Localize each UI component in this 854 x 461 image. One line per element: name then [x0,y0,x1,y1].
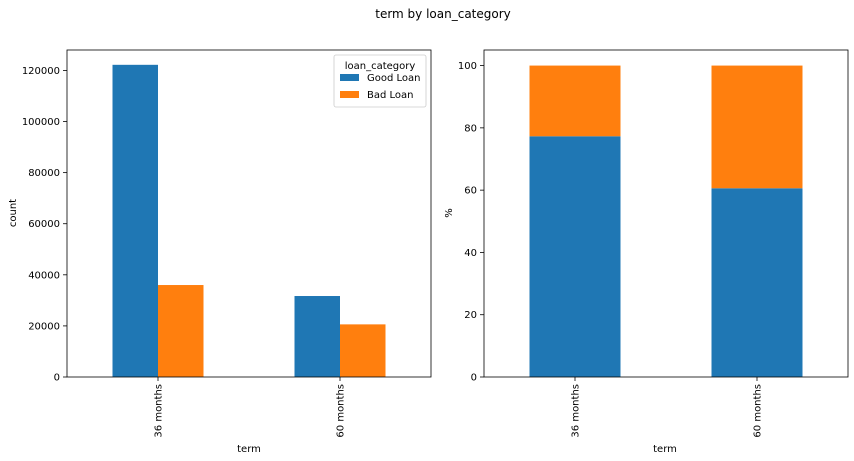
legend-swatch-good-loan [340,74,359,81]
count-chart: 0 20000 40000 60000 80000 100000 120000 36 mon… [8,49,432,455]
percent-y-axis: 0 20 40 60 80 100 [458,61,484,384]
bar-count-36-months-bad-loan [158,285,204,377]
figure-title: term by loan_category [375,7,511,21]
count-y-axis: 0 20000 40000 60000 80000 100000 120000 [22,66,67,384]
legend-label-bad-loan: Bad Loan [367,90,414,101]
percent-y-tick-label: 40 [464,248,477,259]
percent-chart: 0 20 40 60 80 100 36 months 60 months term % [444,49,849,455]
count-y-tick-label: 120000 [22,66,60,77]
percent-y-tick-label: 20 [464,310,477,321]
count-y-axis-title: count [8,199,19,227]
percent-y-tick-label: 100 [458,61,477,72]
bar-percent-36-months-good-loan [529,136,621,377]
count-x-tick-label: 60 months [336,384,347,438]
bar-count-36-months-good-loan [112,64,158,377]
count-x-axis-title: term [237,444,261,455]
count-y-tick-label: 20000 [28,321,60,332]
percent-x-tick-label: 60 months [753,384,764,438]
count-x-tick-label: 36 months [154,384,165,438]
percent-x-axis: 36 months 60 months [571,377,764,438]
bar-count-60-months-good-loan [294,296,340,377]
count-y-tick-label: 80000 [28,168,60,179]
bar-percent-36-months-bad-loan [529,65,621,137]
bar-percent-60-months-good-loan [711,188,803,377]
count-y-tick-label: 60000 [28,219,60,230]
count-y-tick-label: 40000 [28,270,60,281]
count-plot-frame [66,49,432,378]
count-x-axis: 36 months 60 months [154,377,347,438]
legend-swatch-bad-loan [340,91,359,98]
count-y-tick-label: 100000 [22,117,60,128]
percent-plot-frame [483,49,849,378]
legend-label-good-loan: Good Loan [367,73,421,84]
percent-y-tick-label: 0 [471,373,477,384]
percent-y-axis-title: % [444,208,455,218]
count-y-tick-label: 0 [54,373,60,384]
bar-count-60-months-bad-loan [340,324,386,377]
legend: loan_category Good Loan Bad Loan [333,54,427,108]
bar-percent-60-months-bad-loan [711,65,803,189]
percent-y-tick-label: 80 [464,123,477,134]
count-bars [112,64,386,377]
percent-bars [529,65,803,377]
percent-x-axis-title: term [653,444,677,455]
percent-x-tick-label: 36 months [571,384,582,438]
percent-y-tick-label: 60 [464,186,477,197]
legend-title: loan_category [345,61,416,72]
